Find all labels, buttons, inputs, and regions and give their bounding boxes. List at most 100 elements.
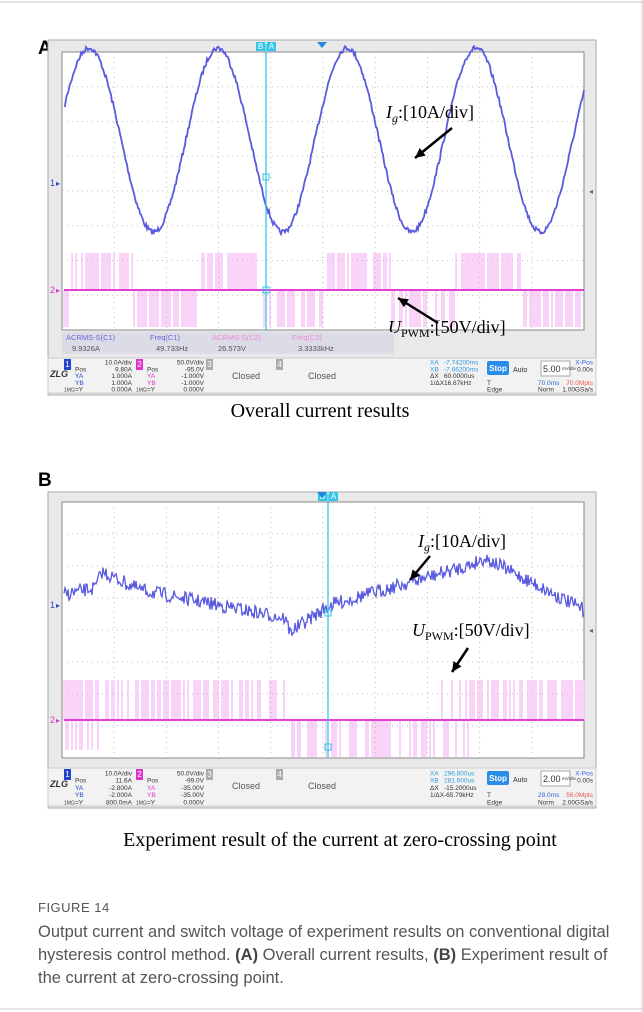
cursor-value: 281.600us (444, 778, 475, 785)
channel-number: 4 (277, 360, 282, 369)
channel-scale: 50.0V/div (177, 770, 205, 777)
measure-header: Freq(C2) (292, 333, 323, 342)
cursor-field: XA (430, 770, 439, 777)
channel-marker-arrow: ▸ (56, 179, 60, 188)
annotation: Ig:[10A/div] (385, 102, 474, 125)
channel-marker: 2 (50, 715, 55, 725)
record-length: 28.0ms (538, 792, 560, 799)
channel-marker-arrow: ▸ (56, 716, 60, 725)
acquire-mode: Norm (538, 800, 554, 807)
channel-marker: 2 (50, 285, 55, 295)
panel-caption: Overall current results (231, 400, 410, 422)
channel-number: 1 (65, 360, 70, 369)
channel-field: Pos (75, 778, 87, 785)
annotation-scale: :[50V/div] (430, 317, 506, 337)
figure: A◂BA1▸2▸Ig:[10A/div]UPWM:[50V/div]ACRMS-… (0, 0, 643, 1012)
trigger-type: Edge (487, 387, 503, 394)
cursor-value: -65.79kHz (444, 792, 474, 799)
caption-ref: (B) (433, 946, 456, 964)
annotation: Ig:[10A/div] (417, 531, 506, 554)
trigger-mode: Auto (513, 777, 528, 784)
page: A◂BA1▸2▸Ig:[10A/div]UPWM:[50V/div]ACRMS-… (0, 0, 643, 1012)
channel-state: Closed (232, 371, 260, 381)
channel-value: -2.000A (109, 792, 132, 799)
measure-header: ACRMS-S(C1) (66, 333, 116, 342)
annotation-scale: :[10A/div] (430, 531, 506, 551)
cursor-value: -15.2000us (444, 785, 477, 792)
channel-impedance: 1MΩ (64, 801, 75, 807)
cursor-field: ΔX (430, 785, 439, 792)
channel-impedance: 1MΩ (136, 801, 147, 807)
measure-value: 49.733Hz (156, 344, 188, 353)
channel-field: =Y (75, 800, 84, 807)
sample-rate: 2.00GSa/s (562, 800, 593, 807)
annotation-subscript: PWM (425, 629, 454, 643)
annotation-scale: :[10A/div] (398, 102, 474, 122)
channel-field: =Y (147, 800, 156, 807)
channel-value: 0.000A (111, 387, 132, 394)
trigger-type: Edge (487, 800, 503, 807)
channel-number: 4 (277, 770, 282, 779)
channel-value: -99.0V (185, 778, 205, 785)
channel-field: =Y (147, 387, 156, 394)
trigger-label: T (487, 792, 491, 799)
channel-marker-arrow: ▸ (56, 286, 60, 295)
channel-impedance: 1MΩ (136, 388, 147, 394)
logo: ZLG (49, 779, 68, 789)
channel-number: 3 (207, 770, 212, 779)
cursor-value: 296.800us (444, 770, 475, 777)
channel-field: YA (75, 785, 84, 792)
channel-scale: 10.0A/div (105, 770, 133, 777)
cursor-value: 16.67kHz (444, 380, 471, 387)
figure-label: FIGURE 14 (38, 900, 628, 915)
scroll-arrow: ◂ (589, 187, 593, 196)
channel-value: -2.800A (109, 785, 132, 792)
annotation-symbol: U (412, 620, 426, 640)
channel-field: YA (147, 785, 156, 792)
figure-footer: FIGURE 14 Output current and switch volt… (38, 900, 628, 990)
channel-number: 1 (65, 770, 70, 779)
timebase-unit: mV/div (562, 366, 577, 371)
channel-field: YB (75, 792, 84, 799)
cursor-tag: A (269, 42, 275, 51)
caption-ref: (A) (235, 946, 258, 964)
timebase: 5.00 (543, 364, 561, 374)
cursor-field: XB (430, 778, 439, 785)
xpos-value: 0.00s (577, 778, 594, 785)
cursor-tag: A (331, 492, 337, 501)
panel-label: B (38, 470, 52, 491)
xpos-label: X-Pos (575, 770, 593, 777)
annotation-scale: :[50V/div] (454, 620, 530, 640)
logo: ZLG (49, 369, 68, 379)
channel-value: -35.00V (181, 785, 204, 792)
channel-number: 3 (207, 360, 212, 369)
channel-field: YB (147, 792, 156, 799)
channel-field: =Y (75, 387, 84, 394)
channel-marker: 1 (50, 600, 55, 610)
cursor-field: 1/ΔX (430, 792, 445, 799)
channel-state: Closed (308, 781, 336, 791)
measure-header: Freq(C1) (150, 333, 181, 342)
run-state: Stop (489, 364, 507, 373)
measure-value: 26.573V (218, 344, 246, 353)
channel-marker: 1 (50, 178, 55, 188)
run-state: Stop (489, 774, 507, 783)
channel-value: 800.0mA (106, 800, 133, 807)
channel-number: 2 (137, 360, 142, 369)
acquire-mode: Norm (538, 387, 554, 394)
measure-header: ACRMS-S(C2) (212, 333, 262, 342)
channel-state: Closed (308, 371, 336, 381)
xpos-value: 0.00s (577, 366, 594, 373)
figure-caption: Output current and switch voltage of exp… (38, 921, 628, 990)
sample-rate: 1.00GSa/s (562, 387, 593, 394)
annotation-subscript: PWM (401, 326, 430, 340)
cursor-field: 1/ΔX (430, 380, 445, 387)
scroll-arrow: ◂ (589, 626, 593, 635)
caption-text: Overall current results, (258, 946, 433, 964)
channel-value: 11.6A (115, 778, 132, 785)
measure-value: 9.9326A (72, 344, 100, 353)
measure-value: 3.3333kHz (298, 344, 334, 353)
channel-number: 2 (137, 770, 142, 779)
cursor-tag: B (258, 42, 263, 51)
channel-value: 0.000V (183, 800, 204, 807)
